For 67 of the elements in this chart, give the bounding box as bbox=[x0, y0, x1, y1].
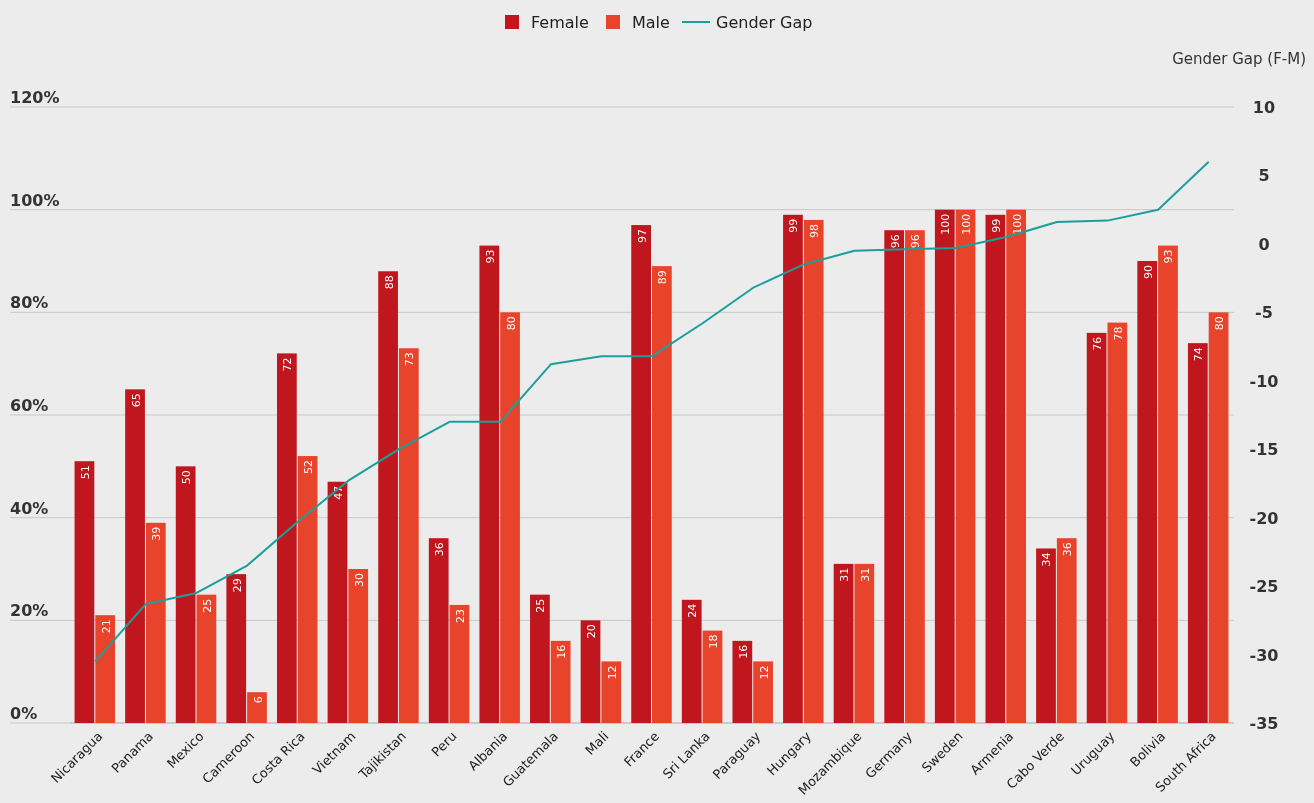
data-label: 78 bbox=[1111, 326, 1125, 341]
data-label: 100 bbox=[1010, 213, 1024, 235]
data-label: 93 bbox=[1162, 249, 1176, 264]
y2-tick-label: -20 bbox=[1249, 508, 1279, 528]
data-label: 31 bbox=[838, 567, 852, 582]
data-label: 36 bbox=[1061, 542, 1075, 557]
y-tick-label: 20% bbox=[10, 601, 49, 621]
data-label: 98 bbox=[808, 223, 822, 238]
data-label: 25 bbox=[534, 598, 548, 613]
data-label: 24 bbox=[686, 603, 700, 618]
data-label: 74 bbox=[1192, 347, 1206, 362]
data-label: 16 bbox=[736, 644, 750, 659]
data-label: 12 bbox=[757, 665, 771, 680]
y2-tick-label: -5 bbox=[1255, 303, 1273, 323]
data-label: 100 bbox=[960, 213, 974, 235]
data-label: 100 bbox=[939, 213, 953, 235]
data-label: 36 bbox=[433, 542, 447, 557]
data-label: 89 bbox=[656, 270, 670, 285]
data-label: 16 bbox=[555, 644, 569, 659]
data-label: 99 bbox=[787, 218, 801, 233]
data-label: 88 bbox=[382, 275, 396, 290]
legend-label: Male bbox=[632, 13, 670, 32]
data-label: 21 bbox=[99, 619, 113, 634]
data-label: 76 bbox=[1091, 336, 1105, 351]
y2-tick-label: 0 bbox=[1258, 234, 1270, 254]
data-label: 65 bbox=[129, 393, 143, 408]
data-label: 50 bbox=[180, 470, 194, 485]
y2-tick-label: -15 bbox=[1249, 440, 1279, 460]
data-label: 90 bbox=[1141, 265, 1155, 279]
data-label: 12 bbox=[605, 665, 619, 680]
y2-tick-label: 10 bbox=[1252, 98, 1276, 117]
y2-tick-label: 5 bbox=[1258, 166, 1270, 186]
y2-tick-label: -25 bbox=[1249, 577, 1279, 597]
data-label: 30 bbox=[352, 573, 366, 587]
data-label: 51 bbox=[78, 465, 92, 480]
y-tick-label: 60% bbox=[10, 396, 49, 415]
data-label: 18 bbox=[706, 634, 720, 649]
y-tick-label: 120% bbox=[10, 88, 60, 107]
data-label: 52 bbox=[302, 460, 316, 475]
legend-label: Gender Gap bbox=[716, 13, 813, 32]
data-label: 39 bbox=[150, 526, 164, 541]
data-label: 96 bbox=[888, 234, 902, 249]
data-label: 29 bbox=[230, 578, 244, 593]
data-label: 80 bbox=[1213, 316, 1227, 331]
data-label: 20 bbox=[585, 624, 599, 639]
data-label: 97 bbox=[635, 229, 649, 244]
data-label: 23 bbox=[453, 608, 467, 623]
line-series bbox=[94, 160, 1210, 663]
y-tick-label: 100% bbox=[10, 190, 60, 210]
y2-tick-label: -30 bbox=[1249, 645, 1279, 665]
data-label: 73 bbox=[403, 352, 417, 367]
data-label: 80 bbox=[504, 316, 518, 331]
data-label: 6 bbox=[251, 696, 265, 704]
y2-tick-label: -10 bbox=[1249, 371, 1279, 391]
data-label: 25 bbox=[200, 598, 214, 613]
y2-tick-label: -35 bbox=[1249, 714, 1279, 733]
legend-label: Female bbox=[531, 13, 589, 32]
data-label: 99 bbox=[989, 218, 1003, 233]
y2-axis-title: Gender Gap (F-M) bbox=[1172, 50, 1306, 68]
y-tick-label: 80% bbox=[10, 293, 49, 313]
data-label: 72 bbox=[281, 357, 295, 372]
y-tick-label: 40% bbox=[10, 498, 49, 518]
y-tick-label: 0% bbox=[10, 704, 38, 723]
data-label: 31 bbox=[858, 567, 872, 582]
data-label: 96 bbox=[909, 234, 923, 249]
data-label: 93 bbox=[483, 249, 497, 264]
data-label: 34 bbox=[1040, 552, 1054, 567]
